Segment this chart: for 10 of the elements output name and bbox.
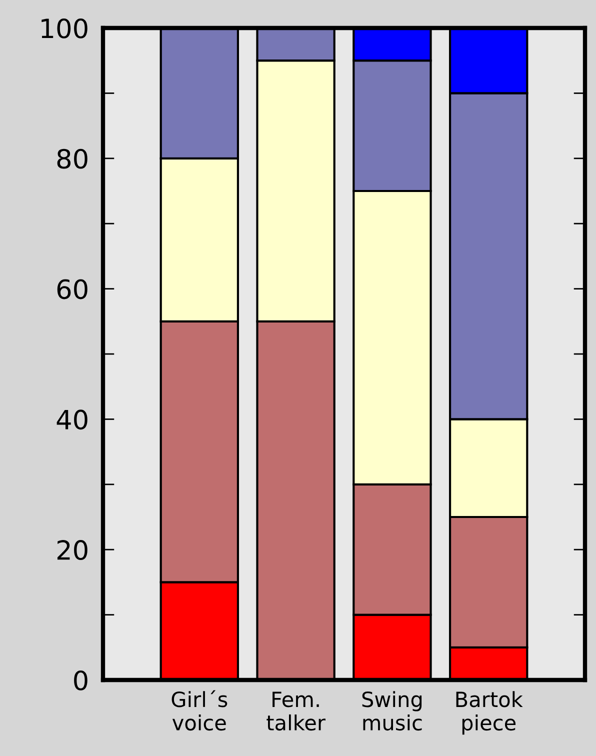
x-tick-label: Swing music (362, 691, 422, 731)
x-tick-label: Girl´s voice (172, 690, 228, 731)
x-tick-label: Bartok piece (456, 691, 523, 735)
y-tick-label: 40 (56, 410, 88, 430)
y-tick-label: 0 (74, 670, 88, 690)
y-tick-label: 60 (57, 279, 88, 300)
x-tick-label: Fem. talker (266, 692, 326, 731)
y-tick-label: 20 (57, 540, 88, 560)
y-tick-label: 80 (57, 148, 88, 169)
y-tick-label: 100 (42, 18, 88, 38)
